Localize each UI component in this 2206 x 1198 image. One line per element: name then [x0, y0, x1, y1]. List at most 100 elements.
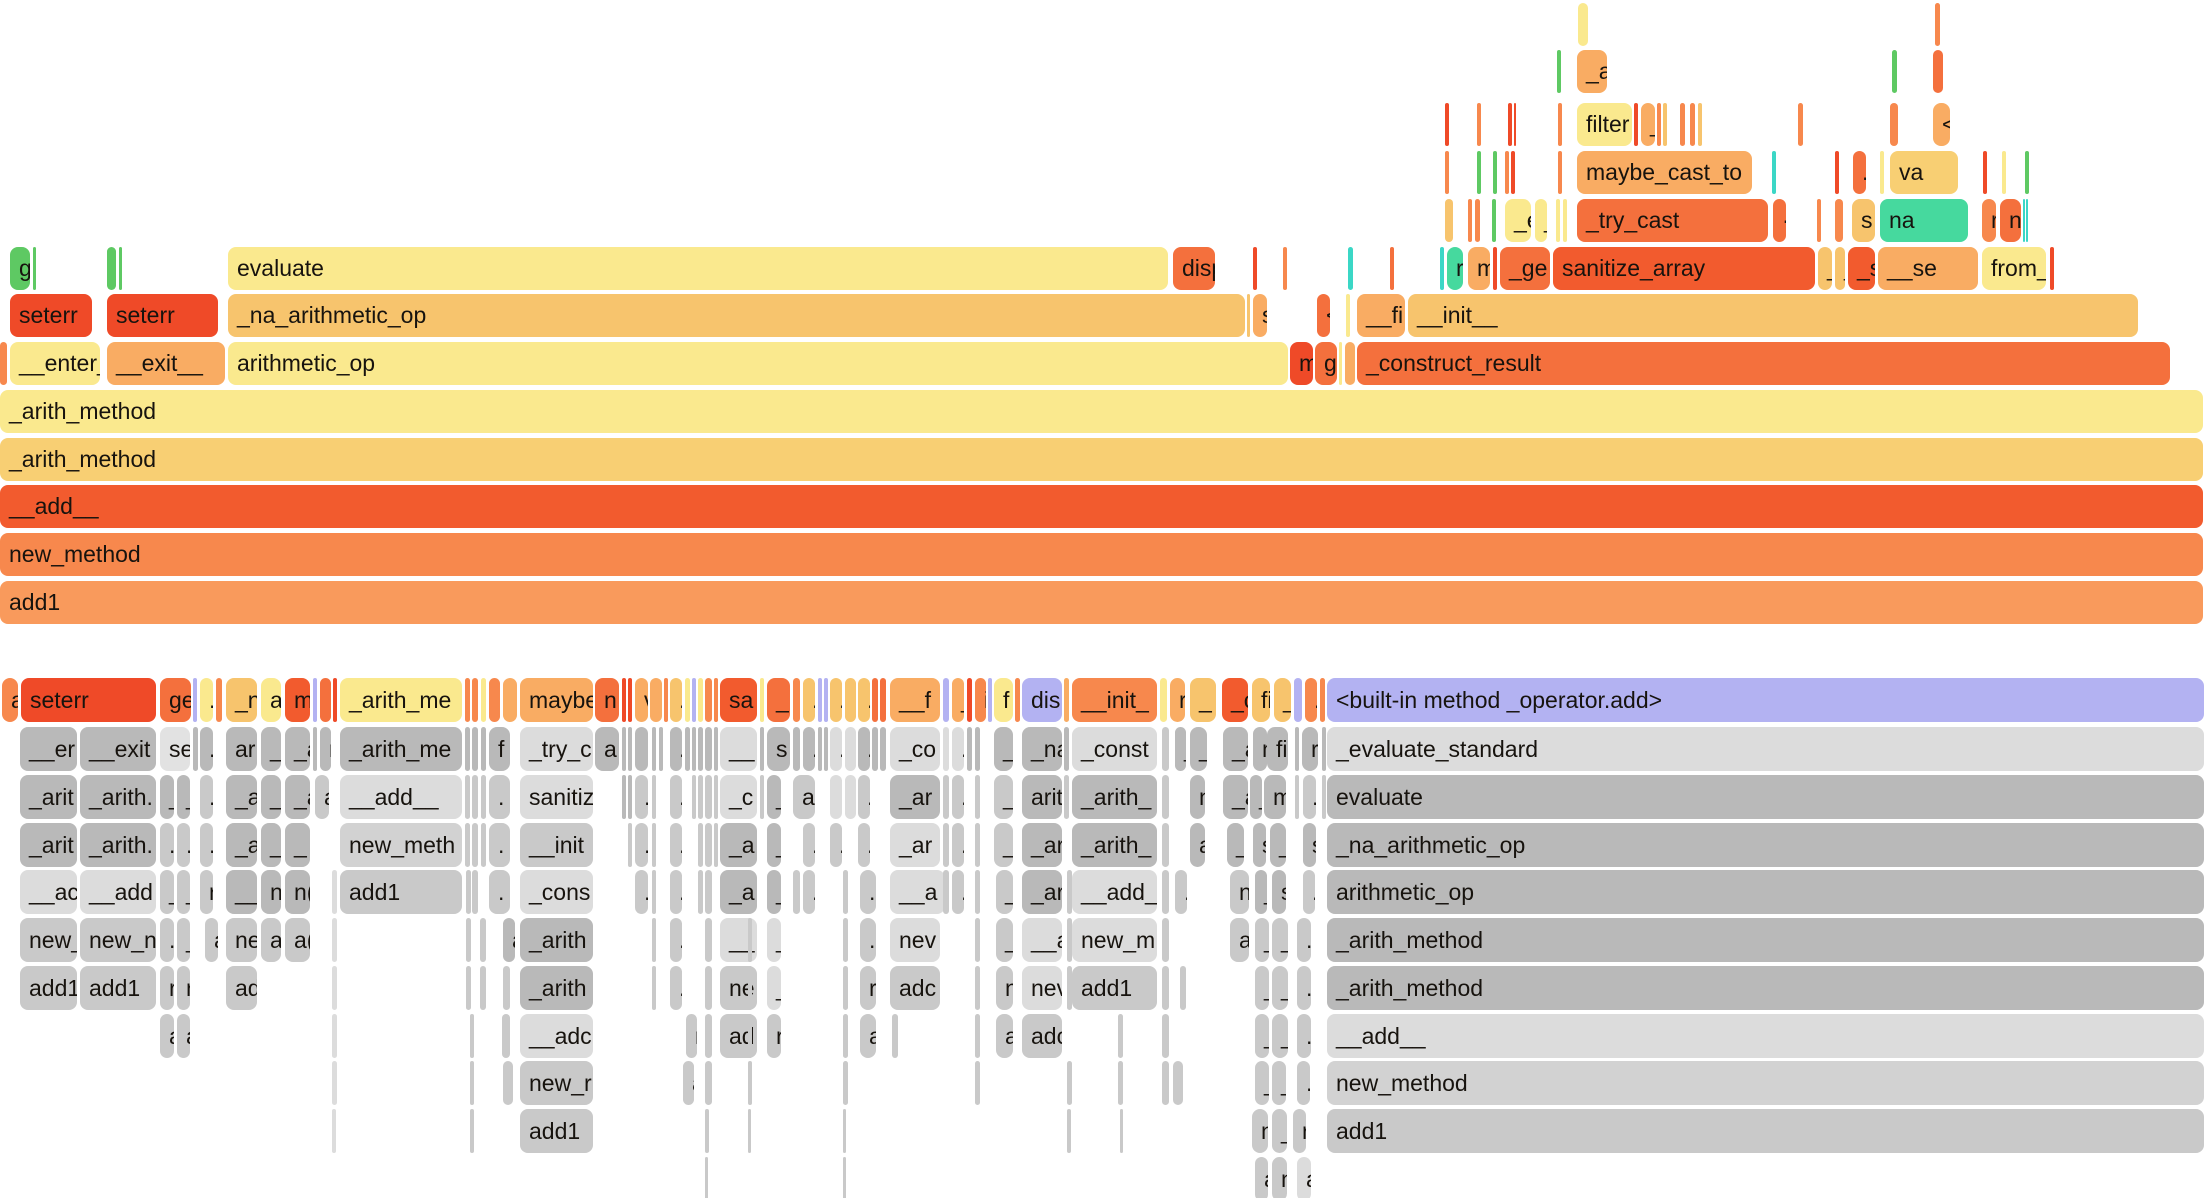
frame-bar[interactable] [1657, 103, 1661, 146]
frame-bar-f[interactable]: f [489, 727, 510, 771]
frame-bar[interactable] [760, 775, 764, 819]
frame-bar[interactable] [975, 1061, 980, 1105]
frame-bar-[interactable]: . [943, 870, 949, 914]
frame-bar[interactable] [1015, 678, 1020, 722]
frame-bar-[interactable]: . [943, 727, 949, 771]
frame-bar[interactable] [1477, 151, 1481, 194]
frame-bar-_[interactable]: _ [767, 918, 781, 962]
frame-bar[interactable] [1067, 966, 1072, 1010]
frame-bar-[interactable]: . [1175, 870, 1187, 914]
frame-bar-[interactable]: . [480, 918, 486, 962]
frame-bar-[interactable]: . [858, 727, 870, 771]
frame-bar-_a[interactable]: _a [720, 870, 757, 914]
frame-bar-[interactable]: . [320, 678, 331, 722]
frame-bar[interactable] [1663, 103, 1667, 146]
frame-bar-_ar[interactable]: _ar [1022, 870, 1062, 914]
frame-bar[interactable] [1253, 247, 1257, 290]
frame-bar-_a[interactable]: _a [1577, 50, 1607, 93]
frame-bar[interactable] [2002, 151, 2006, 194]
frame-bar-a[interactable]: a [1255, 1157, 1268, 1198]
frame-bar-r[interactable]: r [1170, 678, 1185, 722]
frame-bar[interactable] [465, 678, 470, 722]
frame-bar-[interactable]: . [1297, 966, 1311, 1010]
frame-bar-[interactable]: . [160, 823, 174, 867]
frame-bar-[interactable]: · [1773, 199, 1786, 242]
frame-bar[interactable] [466, 918, 471, 962]
frame-bar-f[interactable]: f [994, 678, 1013, 722]
frame-bar-add1[interactable]: add1 [20, 966, 77, 1010]
frame-bar-a[interactable]: a [503, 1061, 513, 1105]
frame-bar-_arith_method[interactable]: _arith_method [1327, 966, 2204, 1010]
frame-bar-_[interactable]: _ [285, 823, 310, 867]
frame-bar[interactable] [1348, 247, 1353, 290]
frame-bar[interactable] [843, 1109, 846, 1153]
frame-bar-_cons[interactable]: _cons [520, 870, 593, 914]
frame-bar-a[interactable]: a [205, 918, 218, 962]
frame-bar-[interactable]: . [489, 870, 510, 914]
frame-bar-_const[interactable]: _const [1072, 727, 1157, 771]
frame-bar[interactable] [880, 727, 886, 771]
frame-bar-__a[interactable]: __a [1022, 918, 1062, 962]
frame-bar-s[interactable]: s [1852, 199, 1875, 242]
frame-bar[interactable] [465, 823, 470, 867]
frame-bar-arithmetic_op[interactable]: arithmetic_op [1327, 870, 2204, 914]
frame-bar[interactable] [1634, 103, 1638, 146]
frame-bar[interactable] [2026, 199, 2028, 242]
frame-bar-[interactable]: . [858, 823, 870, 867]
frame-bar[interactable] [793, 678, 800, 722]
frame-bar[interactable] [872, 678, 878, 722]
frame-bar-__ac[interactable]: __ac [20, 870, 77, 914]
frame-bar[interactable] [332, 1061, 337, 1105]
frame-bar-__add_[interactable]: __add_ [1072, 870, 1157, 914]
frame-bar-_arith_me[interactable]: _arith_me [340, 727, 462, 771]
frame-bar-r[interactable]: r [320, 727, 331, 771]
frame-bar[interactable] [714, 678, 718, 722]
frame-bar[interactable] [705, 870, 712, 914]
frame-bar-m[interactable]: m [1264, 775, 1286, 819]
frame-bar[interactable] [1557, 50, 1561, 93]
frame-bar[interactable] [1468, 199, 1472, 242]
frame-bar[interactable] [652, 823, 656, 867]
frame-bar-n[interactable]: n [1253, 727, 1267, 771]
frame-bar-_arith[interactable]: _arith. [80, 775, 156, 819]
frame-bar-[interactable]: · [845, 727, 856, 771]
frame-bar-_[interactable]: _ [767, 775, 781, 819]
frame-bar[interactable] [705, 1061, 712, 1105]
frame-bar-_[interactable]: _ [177, 870, 190, 914]
frame-bar-[interactable]: . [1305, 678, 1317, 722]
frame-bar-a[interactable]: a [261, 918, 281, 962]
frame-bar-arithmetic_op[interactable]: arithmetic_op [228, 342, 1288, 385]
frame-bar[interactable] [1983, 151, 1987, 194]
frame-bar[interactable] [1322, 775, 1326, 819]
frame-bar[interactable] [466, 966, 471, 1010]
frame-bar[interactable] [1493, 247, 1497, 290]
frame-bar-_[interactable]: _ [1255, 1061, 1269, 1105]
frame-bar-_[interactable]: _ [261, 823, 281, 867]
frame-bar-[interactable]: . [670, 727, 682, 771]
frame-bar-dis[interactable]: dis [1022, 678, 1062, 722]
frame-bar[interactable] [1440, 247, 1444, 290]
frame-bar[interactable] [481, 678, 486, 722]
frame-bar[interactable] [1346, 294, 1350, 337]
frame-bar[interactable] [975, 966, 980, 1010]
frame-bar-add1[interactable]: add1 [1327, 1109, 2204, 1153]
frame-bar[interactable] [975, 823, 980, 867]
frame-bar-__init_[interactable]: __init_ [1072, 678, 1157, 722]
frame-bar[interactable] [332, 1109, 336, 1153]
frame-bar-r[interactable]: r [1302, 727, 1318, 771]
frame-bar-[interactable]: . [803, 727, 815, 771]
frame-bar-_[interactable]: _ [1272, 1061, 1286, 1105]
frame-bar[interactable] [714, 727, 718, 771]
frame-bar-m[interactable]: m [285, 678, 310, 722]
frame-bar-__er[interactable]: __er [20, 727, 77, 771]
frame-bar[interactable] [119, 247, 122, 290]
frame-bar-[interactable]: . [1180, 966, 1186, 1010]
frame-bar[interactable] [1120, 1109, 1123, 1153]
frame-bar[interactable] [470, 1014, 474, 1058]
frame-bar-g[interactable]: g [107, 247, 116, 290]
frame-bar-_[interactable]: _ [767, 678, 790, 722]
frame-bar[interactable] [1283, 247, 1287, 290]
frame-bar-[interactable]: . [1303, 870, 1315, 914]
frame-bar[interactable] [1064, 775, 1069, 819]
frame-bar[interactable] [1578, 3, 1588, 46]
